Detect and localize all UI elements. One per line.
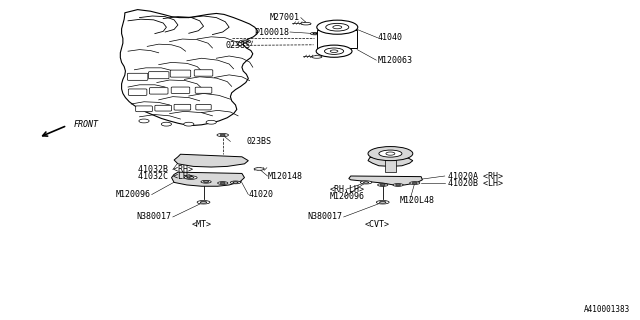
Ellipse shape	[324, 48, 344, 54]
FancyBboxPatch shape	[136, 106, 152, 112]
Ellipse shape	[217, 133, 228, 137]
Ellipse shape	[380, 184, 385, 186]
Text: 023BS: 023BS	[246, 137, 271, 146]
Text: 41020: 41020	[248, 190, 273, 199]
Text: M27001: M27001	[269, 13, 300, 22]
Ellipse shape	[184, 122, 194, 126]
Ellipse shape	[161, 122, 172, 126]
Text: 0238S: 0238S	[226, 41, 251, 50]
FancyBboxPatch shape	[172, 87, 189, 93]
Text: A410001383: A410001383	[584, 305, 630, 314]
Ellipse shape	[386, 152, 395, 155]
Ellipse shape	[310, 32, 319, 35]
Ellipse shape	[326, 23, 349, 31]
FancyBboxPatch shape	[174, 104, 191, 110]
Ellipse shape	[379, 150, 402, 157]
Text: FRONT: FRONT	[74, 120, 99, 129]
Text: N380017: N380017	[136, 212, 172, 221]
Polygon shape	[349, 176, 422, 185]
Ellipse shape	[317, 20, 358, 34]
Ellipse shape	[184, 176, 197, 179]
Ellipse shape	[233, 182, 238, 183]
Ellipse shape	[316, 45, 352, 57]
Text: 41032B <RH>: 41032B <RH>	[138, 165, 193, 174]
FancyBboxPatch shape	[127, 73, 148, 80]
Ellipse shape	[333, 26, 342, 29]
Ellipse shape	[330, 50, 338, 52]
Ellipse shape	[220, 134, 225, 136]
Ellipse shape	[364, 182, 369, 183]
Ellipse shape	[376, 200, 389, 204]
Ellipse shape	[378, 184, 388, 186]
Text: N380017: N380017	[307, 212, 342, 221]
Ellipse shape	[313, 33, 317, 34]
Text: 41040: 41040	[378, 33, 403, 42]
Text: 41020B <LH>: 41020B <LH>	[448, 180, 503, 188]
Polygon shape	[174, 154, 248, 167]
Ellipse shape	[201, 180, 211, 183]
Ellipse shape	[368, 147, 413, 161]
Ellipse shape	[410, 182, 420, 184]
FancyBboxPatch shape	[128, 89, 147, 95]
Text: <MT>: <MT>	[191, 220, 212, 229]
Ellipse shape	[393, 184, 403, 186]
Text: 41020A <RH>: 41020A <RH>	[448, 172, 503, 181]
Text: M120L48: M120L48	[400, 196, 435, 205]
Polygon shape	[172, 172, 244, 186]
Ellipse shape	[204, 181, 209, 182]
Text: M120148: M120148	[268, 172, 303, 181]
Ellipse shape	[243, 41, 248, 42]
Ellipse shape	[360, 181, 372, 184]
Text: <RH,LH>: <RH,LH>	[330, 185, 365, 194]
FancyBboxPatch shape	[150, 88, 168, 94]
Text: M120063: M120063	[378, 56, 413, 65]
Text: M120096: M120096	[115, 190, 150, 199]
Polygon shape	[317, 30, 357, 48]
FancyBboxPatch shape	[196, 104, 211, 110]
Text: 41032C <LH>: 41032C <LH>	[138, 172, 193, 181]
Text: M120096: M120096	[330, 192, 365, 201]
Ellipse shape	[220, 182, 225, 184]
FancyBboxPatch shape	[148, 72, 169, 79]
Ellipse shape	[197, 200, 210, 204]
Text: P100018: P100018	[254, 28, 289, 37]
Polygon shape	[368, 157, 413, 166]
FancyBboxPatch shape	[195, 70, 212, 76]
Ellipse shape	[396, 184, 401, 186]
Ellipse shape	[206, 120, 216, 124]
Ellipse shape	[254, 168, 264, 170]
FancyBboxPatch shape	[195, 87, 212, 93]
Ellipse shape	[230, 181, 241, 184]
Polygon shape	[120, 10, 257, 125]
Ellipse shape	[412, 182, 417, 184]
Ellipse shape	[380, 201, 386, 203]
Ellipse shape	[312, 56, 322, 58]
Ellipse shape	[218, 182, 228, 184]
Text: <CVT>: <CVT>	[365, 220, 390, 229]
FancyBboxPatch shape	[155, 105, 172, 111]
FancyBboxPatch shape	[170, 70, 191, 77]
Ellipse shape	[139, 119, 149, 123]
Ellipse shape	[239, 40, 251, 43]
Ellipse shape	[200, 201, 207, 203]
Polygon shape	[385, 158, 396, 172]
Ellipse shape	[188, 177, 194, 179]
Ellipse shape	[301, 22, 311, 25]
